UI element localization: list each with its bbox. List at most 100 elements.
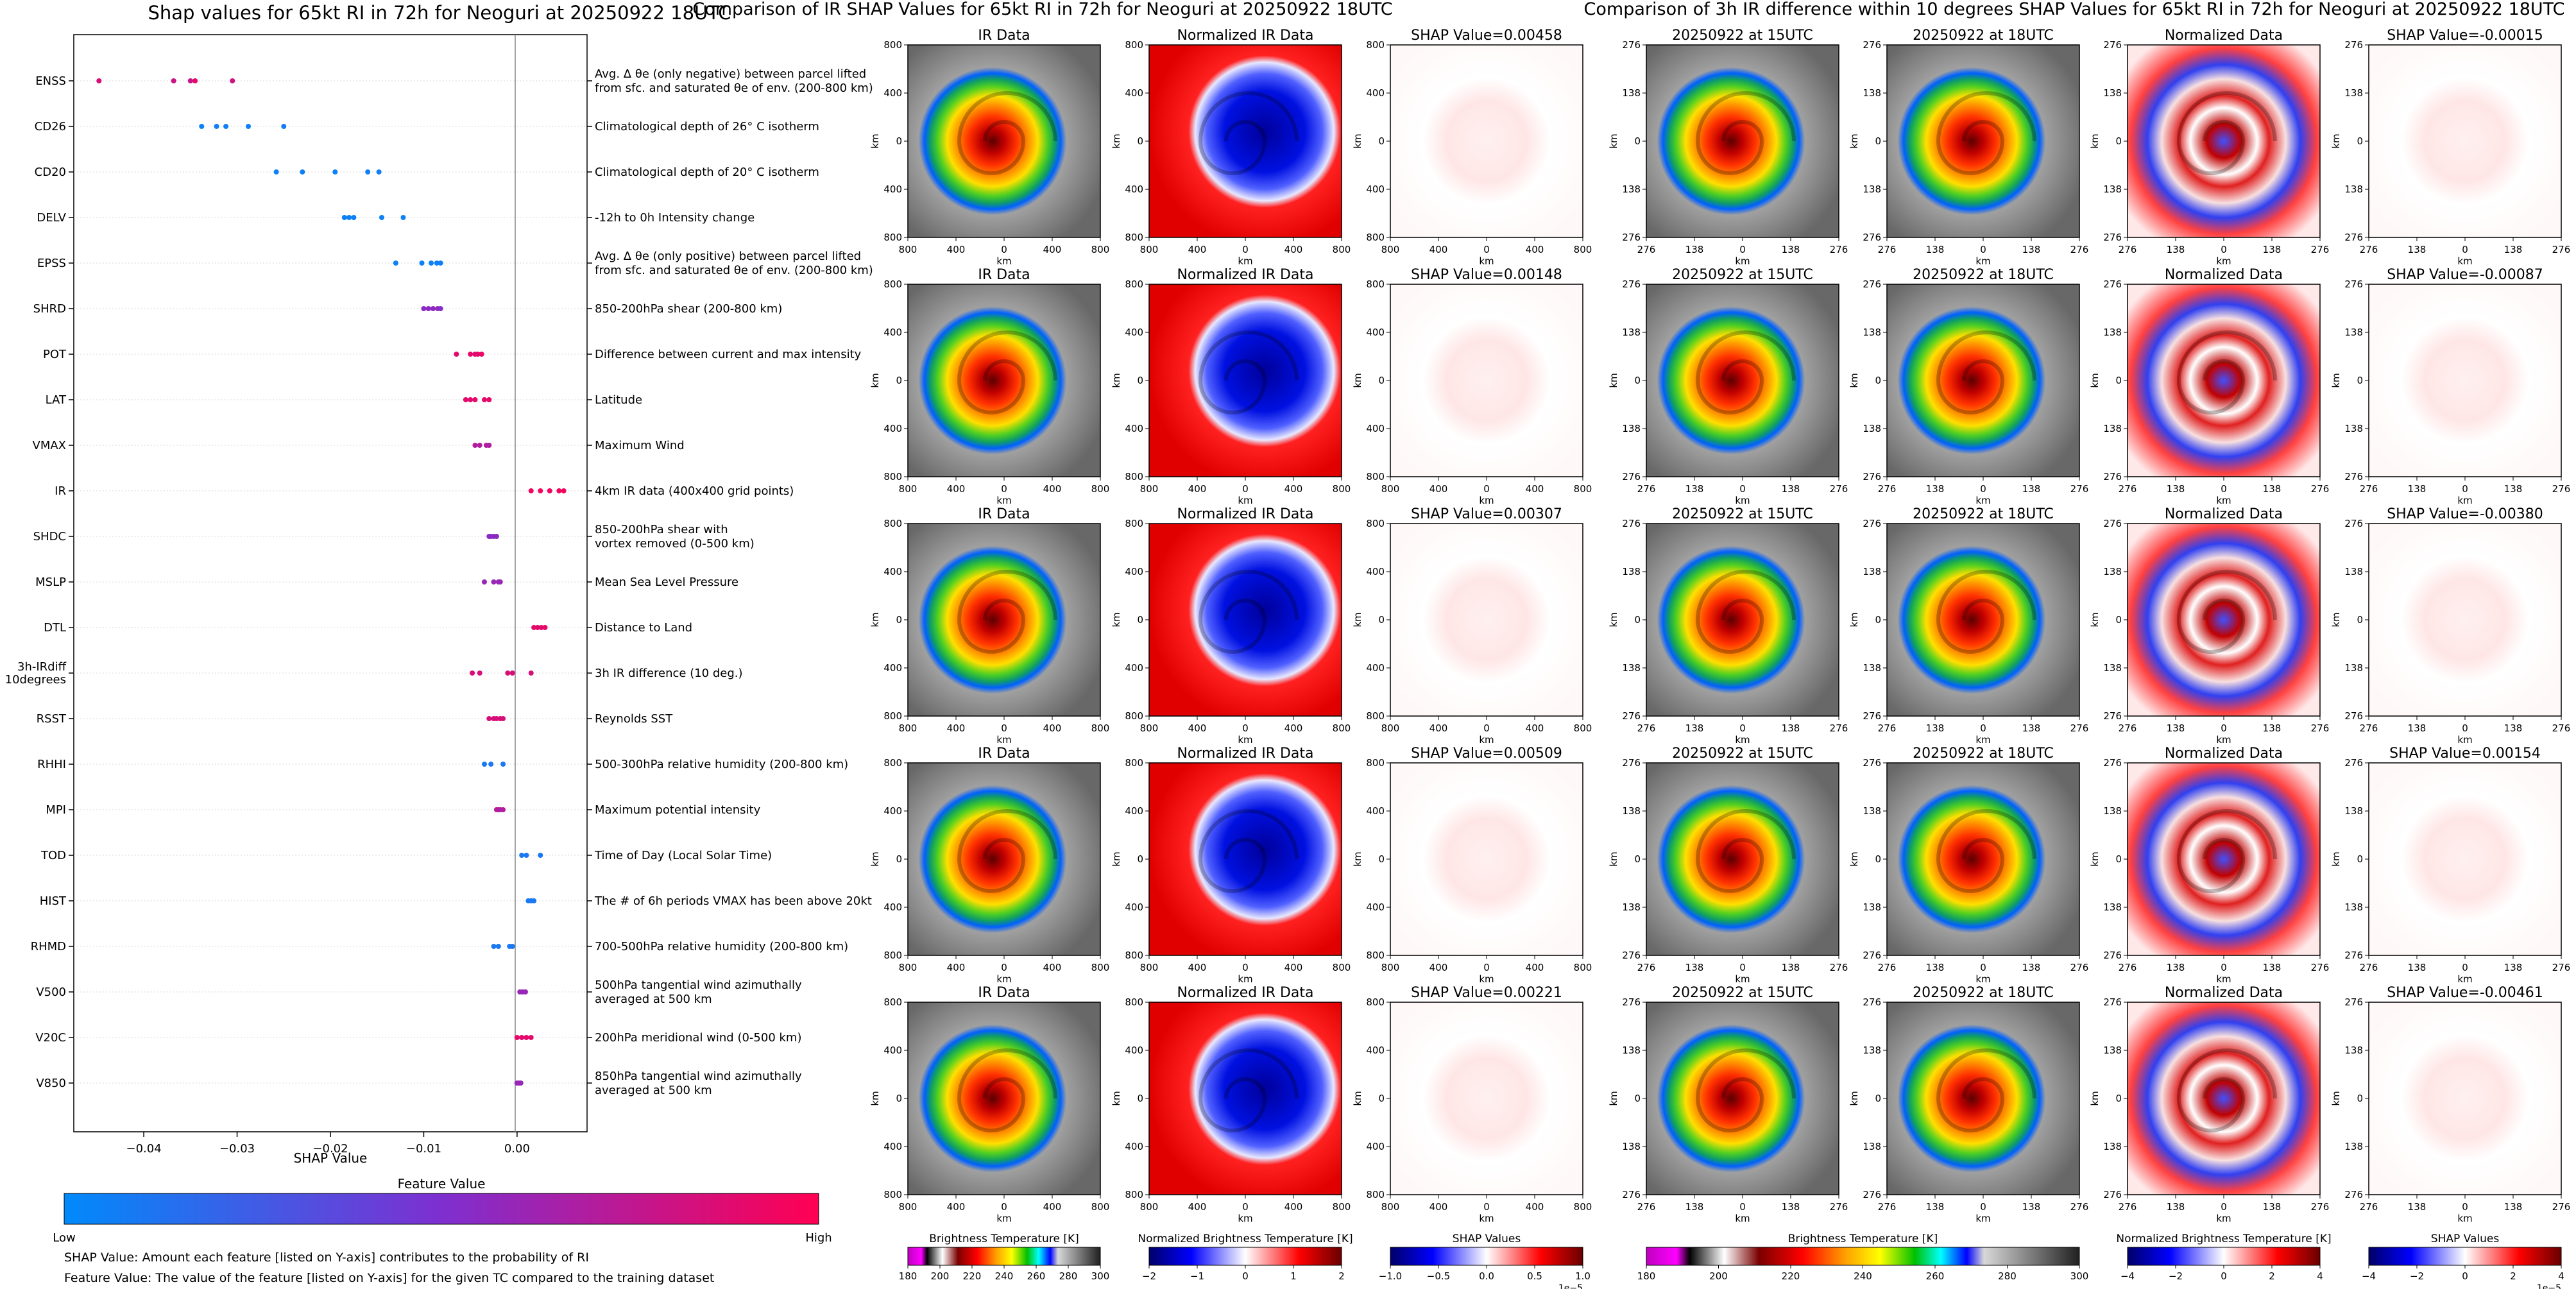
y-tick-label: 138 <box>1622 327 1641 338</box>
image-panel: Normalized Data2762761381380013813827627… <box>2089 985 2329 1224</box>
feature-name-label: RSST <box>37 712 67 726</box>
x-tick-label: 138 <box>2408 244 2427 255</box>
y-tick-label: 0 <box>1875 375 1881 386</box>
y-axis-label: km <box>1111 612 1122 627</box>
y-tick-label: 276 <box>2103 996 2122 1008</box>
x-tick-label: 276 <box>1830 1201 1848 1213</box>
summary-note-2: Feature Value: The value of the feature … <box>64 1271 714 1285</box>
feature-name-label: EPSS <box>37 257 66 270</box>
panel-image <box>1886 523 2080 717</box>
y-tick-label: 138 <box>1863 805 1881 817</box>
panel-title: IR Data <box>978 985 1030 1001</box>
colorbar-tick-label: 300 <box>1091 1270 1110 1282</box>
shap-point <box>482 397 487 402</box>
fv-colorbar-title: Feature Value <box>398 1176 486 1191</box>
y-tick-label: 138 <box>2344 87 2363 99</box>
y-tick-label: 0 <box>1378 135 1385 147</box>
y-tick-label: 138 <box>1622 1141 1641 1152</box>
y-tick-label: 138 <box>2103 1045 2122 1056</box>
x-tick-label: 400 <box>1284 483 1303 495</box>
y-tick-label: 0 <box>2115 614 2122 626</box>
colorbar <box>1390 1247 1583 1266</box>
panel-image <box>907 284 1101 477</box>
x-tick-label: 800 <box>1091 483 1110 495</box>
y-tick-label: 138 <box>2344 662 2363 674</box>
colorbar-tick-label: 220 <box>963 1270 982 1282</box>
colorbar-tick-label: 4 <box>2317 1270 2323 1282</box>
panel-title: Normalized Data <box>2165 267 2283 283</box>
panel-image <box>1646 1002 1839 1195</box>
y-axis-label: km <box>1608 612 1619 627</box>
fv-colorbar-high: High <box>805 1231 832 1245</box>
y-tick-label: 276 <box>1622 996 1641 1008</box>
y-tick-label: 276 <box>1622 39 1641 51</box>
shap-point <box>351 215 357 220</box>
colorbar-tick-label: −2 <box>2410 1270 2424 1282</box>
x-tick-label: 138 <box>1926 722 1945 734</box>
image-panel: 20250922 at 18UTC27627613813800138138276… <box>1848 506 2088 746</box>
x-tick-label: 138 <box>2167 722 2185 734</box>
shap-point <box>431 306 436 311</box>
x-tick-label: 276 <box>2311 962 2330 973</box>
colorbar-tick-label: 1.0 <box>1575 1270 1591 1282</box>
vortex-band <box>1695 330 1796 414</box>
y-tick-label: 400 <box>1366 1141 1385 1152</box>
y-tick-label: 400 <box>1125 184 1143 195</box>
shap-point <box>500 716 506 721</box>
y-axis-label: km <box>1608 133 1619 148</box>
vortex-band <box>1695 1048 1796 1132</box>
y-tick-label: 138 <box>2344 327 2363 338</box>
shap-point <box>468 352 473 357</box>
vortex-band <box>957 570 1057 654</box>
panel-image <box>2127 1002 2321 1195</box>
x-tick-label: 400 <box>1526 1201 1544 1213</box>
colorbar-tick-label: 300 <box>2070 1270 2089 1282</box>
shap-point <box>482 762 487 767</box>
y-tick-label: 276 <box>1863 1189 1881 1200</box>
y-axis-label: km <box>1111 1091 1122 1105</box>
y-tick-label: 0 <box>2115 853 2122 865</box>
image-panel: SHAP Value=-0.00087276276138138001381382… <box>2330 267 2570 506</box>
x-tick-label: 0 <box>1001 1201 1007 1213</box>
x-tick-label: 276 <box>2119 1201 2137 1213</box>
colorbar <box>907 1247 1101 1266</box>
y-axis-label: km <box>2330 1091 2342 1105</box>
image-panel: SHAP Value=-0.00380276276138138001381382… <box>2330 506 2570 746</box>
y-tick-label: 276 <box>2344 950 2363 961</box>
y-tick-label: 138 <box>1863 1141 1881 1152</box>
y-tick-label: 0 <box>896 614 902 626</box>
x-tick-label: 138 <box>1782 1201 1800 1213</box>
y-tick-label: 0 <box>2357 853 2363 865</box>
colorbar-tick-label: −4 <box>2120 1270 2135 1282</box>
feature-name-label: IR <box>55 484 66 498</box>
x-tick-label: 138 <box>2022 1201 2041 1213</box>
vortex-band <box>1198 1048 1299 1132</box>
y-tick-label: 0 <box>1634 135 1641 147</box>
feature-name-label: CD26 <box>35 120 66 133</box>
colorbar-tick-label: 200 <box>931 1270 950 1282</box>
y-tick-label: 0 <box>1634 614 1641 626</box>
feature-description-label: 850-200hPa shear with vortex removed (0-5… <box>595 523 755 551</box>
x-tick-label: 138 <box>2504 244 2523 255</box>
colorbar-tick-label: −2 <box>1142 1270 1156 1282</box>
x-tick-label: 276 <box>1830 722 1848 734</box>
colorbar-tick-label: 280 <box>1998 1270 2017 1282</box>
y-tick-label: 800 <box>883 278 902 290</box>
y-tick-label: 0 <box>896 1093 902 1104</box>
y-tick-label: 0 <box>1378 853 1385 865</box>
vortex-band <box>2176 91 2277 175</box>
y-tick-label: 138 <box>1622 901 1641 913</box>
feature-description-label: The # of 6h periods VMAX has been above … <box>594 894 872 908</box>
y-tick-label: 0 <box>1875 1093 1881 1104</box>
feature-name-label: V850 <box>36 1077 66 1090</box>
y-tick-label: 276 <box>1863 996 1881 1008</box>
y-tick-label: 276 <box>2103 710 2122 722</box>
y-axis-label: km <box>1111 373 1122 388</box>
shap-point <box>538 853 543 858</box>
feature-description-label: Mean Sea Level Pressure <box>595 576 738 589</box>
colorbar-label: Brightness Temperature [K] <box>929 1233 1079 1245</box>
image-panel: Normalized IR Data8008004004000040040080… <box>1111 985 1351 1224</box>
shap-point <box>419 260 425 266</box>
